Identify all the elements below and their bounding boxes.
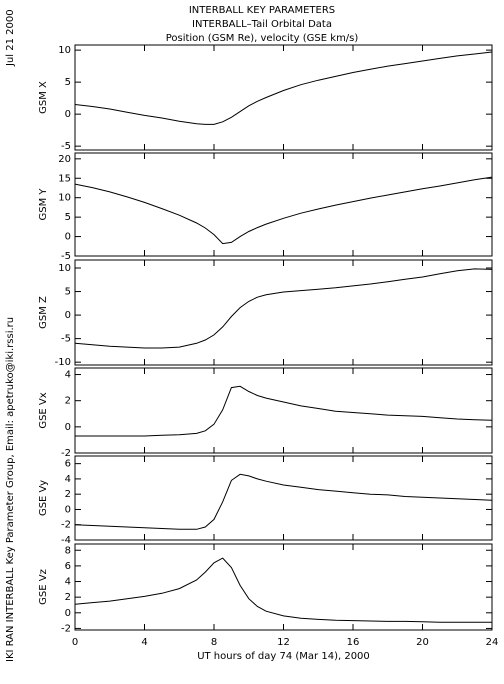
y-tick-label: 0 xyxy=(65,608,71,619)
y-tick-label: 10 xyxy=(58,193,71,204)
y-tick-label: 15 xyxy=(58,173,71,184)
y-tick-label: 5 xyxy=(65,212,71,223)
y-tick-label: -4 xyxy=(61,535,71,546)
y-tick-label: 8 xyxy=(65,545,71,556)
y-tick-label: 6 xyxy=(65,459,71,470)
data-line xyxy=(75,385,493,437)
y-axis-label: GSE Vz xyxy=(38,569,49,605)
y-axis-label: GSM Y xyxy=(38,188,49,221)
data-line xyxy=(74,557,492,623)
y-tick-label: 2 xyxy=(65,396,71,407)
y-tick-label: 2 xyxy=(65,592,71,603)
y-tick-label: 5 xyxy=(65,287,71,298)
x-tick-label: 8 xyxy=(211,637,217,648)
y-axis-label: GSM Z xyxy=(38,296,49,329)
plot-frame xyxy=(74,543,493,631)
y-tick-label: 4 xyxy=(65,577,71,588)
y-tick-label: -5 xyxy=(61,334,71,345)
data-line xyxy=(74,473,493,530)
x-axis-label: UT hours of day 74 (Mar 14), 2000 xyxy=(197,651,370,662)
data-line xyxy=(74,51,493,125)
y-tick-label: 4 xyxy=(65,474,71,485)
title: INTERBALL KEY PARAMETERS xyxy=(189,5,335,16)
y-tick-label: -2 xyxy=(61,520,71,531)
y-axis-label: GSE Vy xyxy=(38,480,49,516)
plot-frame xyxy=(74,152,493,257)
y-tick-label: 10 xyxy=(58,263,71,274)
y-tick-label: 10 xyxy=(58,45,71,56)
y-tick-label: -2 xyxy=(61,623,71,634)
y-tick-label: 6 xyxy=(65,561,71,572)
y-tick-label: 0 xyxy=(65,422,71,433)
y-tick-label: 5 xyxy=(65,77,71,88)
credit: IKI RAN INTERBALL Key Parameter Group, E… xyxy=(5,317,16,662)
plot-frame xyxy=(74,44,493,151)
y-axis-label: GSE Vx xyxy=(38,392,49,428)
x-tick-label: 0 xyxy=(72,637,78,648)
x-tick-label: 24 xyxy=(486,637,499,648)
y-tick-label: -10 xyxy=(55,357,71,368)
y-tick-label: 0 xyxy=(65,310,71,321)
title: Position (GSM Re), velocity (GSE km/s) xyxy=(166,33,359,44)
data-line xyxy=(74,268,493,349)
y-tick-label: -2 xyxy=(61,448,71,459)
date: Jul 21 2000 xyxy=(5,9,16,67)
y-axis-label: GSM X xyxy=(38,81,49,114)
x-tick-label: 16 xyxy=(347,637,360,648)
x-tick-label: 20 xyxy=(416,637,429,648)
y-tick-label: 20 xyxy=(58,154,71,165)
y-tick-label: 4 xyxy=(65,370,71,381)
x-tick-label: 4 xyxy=(141,637,147,648)
title: INTERBALL–Tail Orbital Data xyxy=(192,19,332,30)
data-line xyxy=(74,176,493,245)
plot-frame xyxy=(74,367,493,454)
y-tick-label: -5 xyxy=(61,251,71,262)
y-tick-label: 2 xyxy=(65,489,71,500)
x-tick-label: 12 xyxy=(277,637,290,648)
y-tick-label: 0 xyxy=(65,504,71,515)
y-tick-label: 0 xyxy=(65,109,71,120)
y-tick-label: -5 xyxy=(61,141,71,152)
y-tick-label: 0 xyxy=(65,232,71,243)
